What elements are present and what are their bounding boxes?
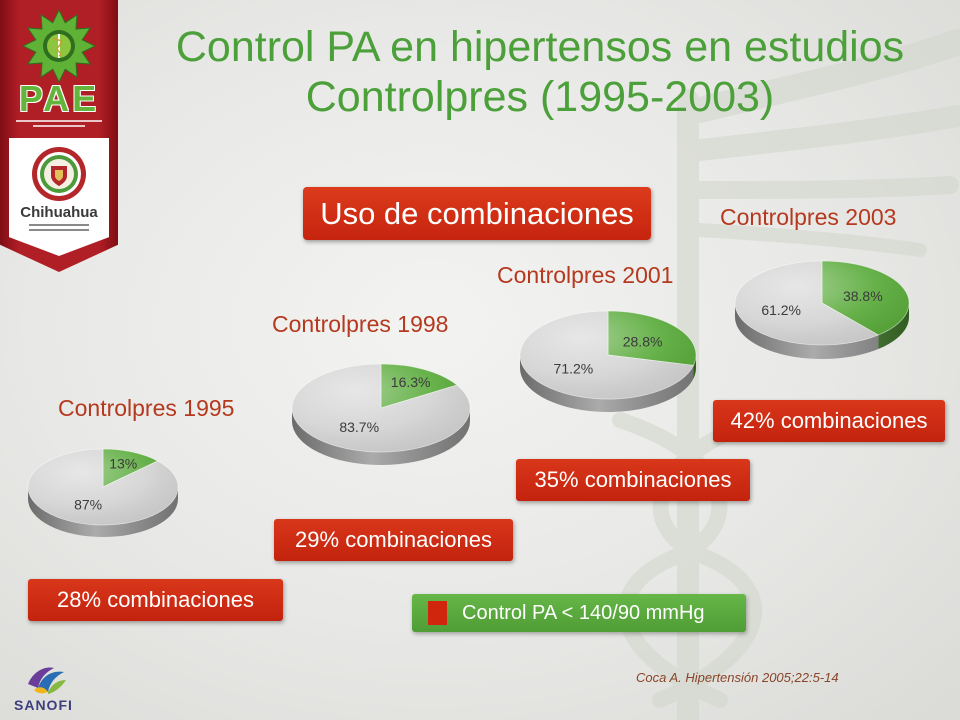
pie-1998-title: Controlpres 1998	[272, 311, 449, 337]
pie-2001-annotation: 35% combinaciones	[516, 459, 750, 501]
pie-2001-label-2: 71.2%	[554, 361, 594, 377]
combinations-badge: Uso de combinaciones	[303, 187, 651, 240]
chart-legend: Control PA < 140/90 mmHg	[412, 594, 746, 632]
sanofi-logo-text: SANOFI	[14, 697, 73, 713]
pie-2003-side-shading	[735, 303, 909, 359]
pie-2003-highlight	[735, 261, 909, 345]
chihuahua-logo-panel: Chihuahua	[9, 138, 109, 256]
legend-swatch	[428, 601, 447, 625]
pie-1995-title: Controlpres 1995	[58, 395, 235, 421]
pie-2003-label-2: 61.2%	[761, 302, 801, 318]
pie-1995-annotation: 28% combinaciones	[28, 579, 283, 621]
sanofi-bird-logo-icon	[28, 667, 66, 694]
pie-1995-label-1: 13%	[109, 455, 137, 471]
pie-2003-label-1: 38.8%	[843, 288, 883, 304]
pie-2001-side-shading	[520, 355, 696, 412]
chihuahua-logo-text: Chihuahua	[20, 204, 98, 221]
pie-2001-highlight	[520, 311, 696, 399]
pie-1998-side-shading	[292, 408, 470, 465]
pie-1995-label-2: 87%	[74, 496, 102, 512]
pie-chart-2001: 28.8% 71.2%	[519, 310, 697, 412]
pie-chart-2003: 38.8% 61.2%	[734, 260, 910, 359]
chihuahua-seal-icon	[32, 147, 86, 201]
pie-1998-label-2: 83.7%	[339, 419, 379, 435]
pae-logo-subtitle	[16, 120, 102, 130]
pie-1998-annotation: 29% combinaciones	[274, 519, 513, 561]
pie-2001-title: Controlpres 2001	[497, 262, 674, 288]
pae-star-emblem-icon	[21, 8, 97, 84]
pie-2001-label-1: 28.8%	[623, 333, 663, 349]
pae-logo-text: PAE	[18, 78, 100, 119]
slide-title-line-1: Control PA en hipertensos en estudios	[175, 23, 905, 71]
citation: Coca A. Hipertensión 2005;22:5-14	[636, 670, 839, 685]
legend-label: Control PA < 140/90 mmHg	[462, 602, 705, 624]
pie-chart-1995: 13% 87%	[27, 448, 179, 537]
pie-1998-highlight	[292, 364, 470, 452]
pie-1995-highlight	[28, 449, 178, 525]
pie-chart-1998: 16.3% 83.7%	[291, 363, 471, 465]
pie-2003-annotation: 42% combinaciones	[713, 400, 945, 442]
chihuahua-logo-subtitle	[29, 224, 89, 234]
pie-1998-label-1: 16.3%	[391, 374, 431, 390]
pie-2003-title: Controlpres 2003	[720, 204, 897, 230]
slide-title: Control PA en hipertensos en estudios Co…	[120, 22, 960, 122]
slide-title-line-2: Controlpres (1995-2003)	[305, 73, 775, 121]
sidebar-ribbon: PAE Chihuahua	[0, 0, 118, 272]
pie-1995-side-shading	[28, 487, 178, 537]
